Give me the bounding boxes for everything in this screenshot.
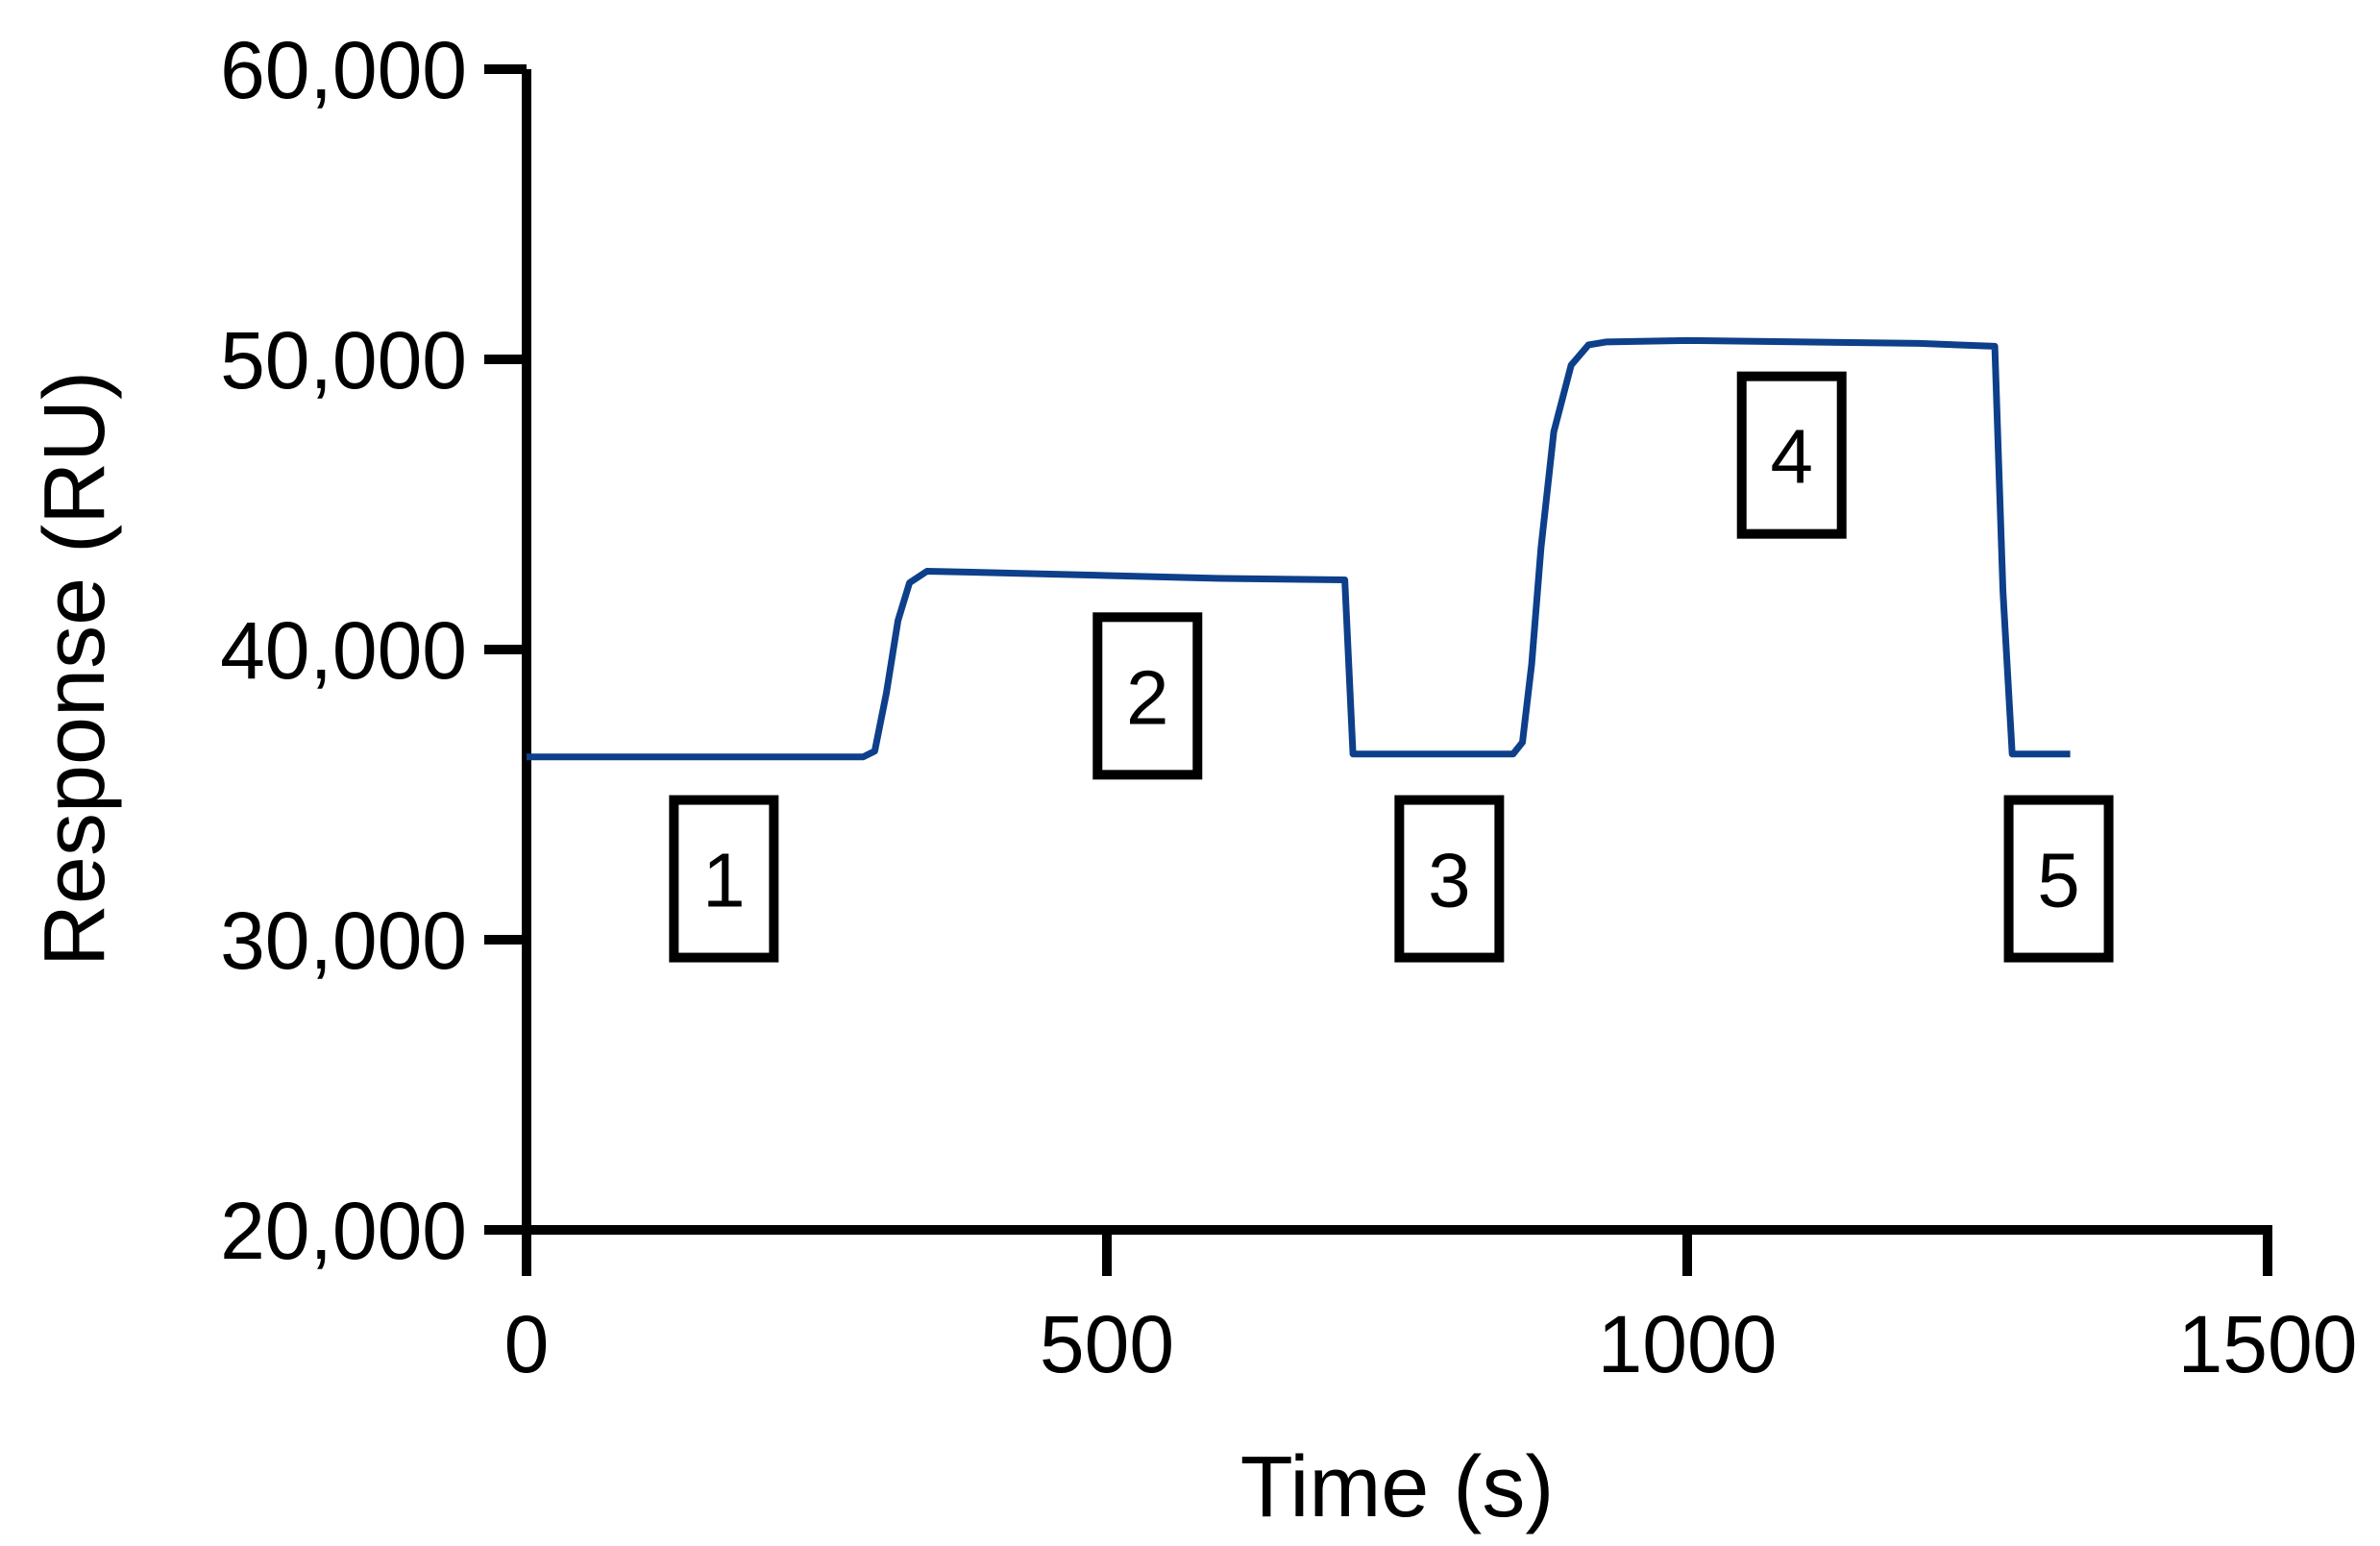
x-tick-label: 500 [1040,1299,1174,1389]
phase-box-border [1736,371,1847,539]
phase-number: 3 [1428,838,1471,923]
x-tick-label: 0 [504,1299,550,1389]
y-axis-ticks: 20,000 30,000 40,000 50,000 60,000 [220,25,527,1276]
phase-box-border [669,795,779,963]
x-axis-title: Time (s) [1240,1439,1555,1535]
phase-number: 2 [1126,654,1169,740]
y-tick-label: 30,000 [220,896,467,986]
x-axis-ticks: 0 500 1000 1500 [504,1230,2358,1389]
phase-box-border [2003,795,2114,963]
phase-box-border [1092,612,1203,780]
phase-number: 1 [702,838,746,923]
x-tick-label: 1500 [2178,1299,2358,1389]
annotation-layer: 1 2 3 4 5 [669,371,2114,963]
phase-label-box: 2 [1092,612,1203,780]
y-tick-label: 20,000 [220,1186,467,1276]
series-layer [527,336,2071,761]
series-line-0 [527,336,2071,761]
y-tick-label: 60,000 [220,25,467,115]
y-axis-title: Response (RU) [27,371,123,967]
phase-label-box: 3 [1394,795,1505,963]
x-tick-label: 1000 [1598,1299,1778,1389]
phase-label-box: 1 [669,795,779,963]
phase-label-box: 5 [2003,795,2114,963]
phase-number: 5 [2037,838,2080,923]
phase-label-box: 4 [1736,371,1847,539]
phase-number: 4 [1770,414,1813,500]
phase-box-border [1394,795,1505,963]
y-tick-label: 40,000 [220,605,467,696]
y-tick-label: 50,000 [220,315,467,405]
